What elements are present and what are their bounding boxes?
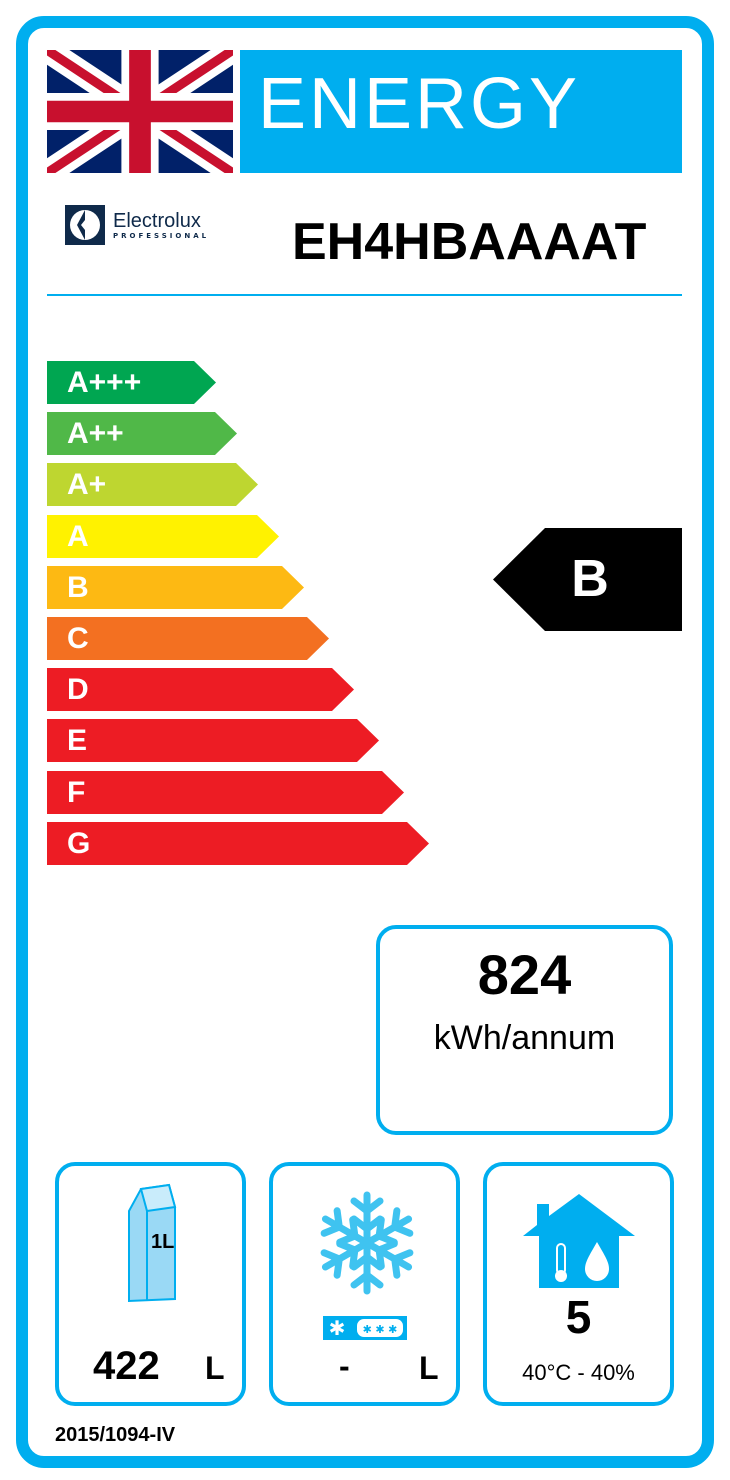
- uk-flag-icon: [47, 50, 233, 173]
- model-number: EH4HBAAAAT: [292, 213, 647, 271]
- rating-class: B: [571, 550, 609, 608]
- scale-bar-e: E: [47, 719, 379, 763]
- frozen-volume-box: ✱ ✱ ✱ ✱ - L: [269, 1162, 460, 1406]
- scale-label: A: [67, 519, 89, 553]
- svg-text:✱: ✱: [329, 1316, 346, 1340]
- scale-label: D: [67, 673, 89, 707]
- frozen-volume-unit: L: [419, 1350, 439, 1386]
- brand-name: Electrolux: [113, 210, 201, 232]
- snowflake-icon: [317, 1191, 417, 1296]
- climate-conditions: 40°C - 40%: [522, 1360, 635, 1385]
- frozen-volume-value: -: [339, 1348, 350, 1384]
- scale-label: E: [67, 724, 88, 758]
- scale-label: C: [67, 622, 89, 655]
- consumption-box: 824 kWh/annum: [376, 925, 673, 1135]
- scale-bar-f: F: [47, 770, 404, 814]
- scale-label: A++: [67, 417, 124, 451]
- scale-bar-g: G: [47, 821, 429, 865]
- scale-bar-c: C: [47, 617, 329, 660]
- fresh-volume-unit: L: [205, 1350, 225, 1386]
- electrolux-logo-icon: [65, 205, 105, 245]
- rating-arrow: [493, 528, 682, 631]
- scale-bar-a: A: [47, 514, 279, 558]
- milk-carton-icon: [128, 1183, 177, 1303]
- carton-label: 1L: [151, 1231, 175, 1253]
- divider: [47, 294, 682, 296]
- regulation-number: 2015/1094-IV: [55, 1424, 176, 1446]
- scale-label: B: [67, 570, 89, 604]
- consumption-unit: kWh/annum: [433, 1019, 616, 1057]
- freezer-star-rating-icon: ✱ ✱ ✱ ✱: [323, 1316, 407, 1340]
- house-climate-icon: [523, 1194, 635, 1288]
- scale-bar-aplus: A+: [47, 463, 258, 507]
- scale-bar-aplusplusplus: A+++: [47, 361, 216, 404]
- scale-label: A+++: [67, 366, 142, 399]
- climate-class-box: 5 40°C - 40%: [483, 1162, 674, 1406]
- label-frame: [16, 16, 714, 1468]
- scale-label: F: [67, 775, 86, 809]
- scale-label: A+: [67, 468, 107, 502]
- scale-bar-d: D: [47, 668, 354, 712]
- scale-bar-b: B: [47, 565, 304, 609]
- svg-text:✱ ✱ ✱: ✱ ✱ ✱: [363, 1323, 398, 1336]
- brand-subtitle: PROFESSIONAL: [113, 232, 210, 240]
- scale-bar-aplusplus: A++: [47, 412, 237, 456]
- consumption-value: 824: [477, 943, 572, 1006]
- fresh-volume-value: 422: [93, 1344, 160, 1388]
- energy-title: ENERGY: [258, 64, 581, 144]
- fresh-volume-box: 1L 422 L: [55, 1162, 246, 1406]
- climate-class-value: 5: [565, 1291, 592, 1343]
- energy-banner: [240, 50, 682, 173]
- brand-logo: Electrolux PROFESSIONAL: [65, 205, 209, 245]
- scale-label: G: [67, 826, 91, 860]
